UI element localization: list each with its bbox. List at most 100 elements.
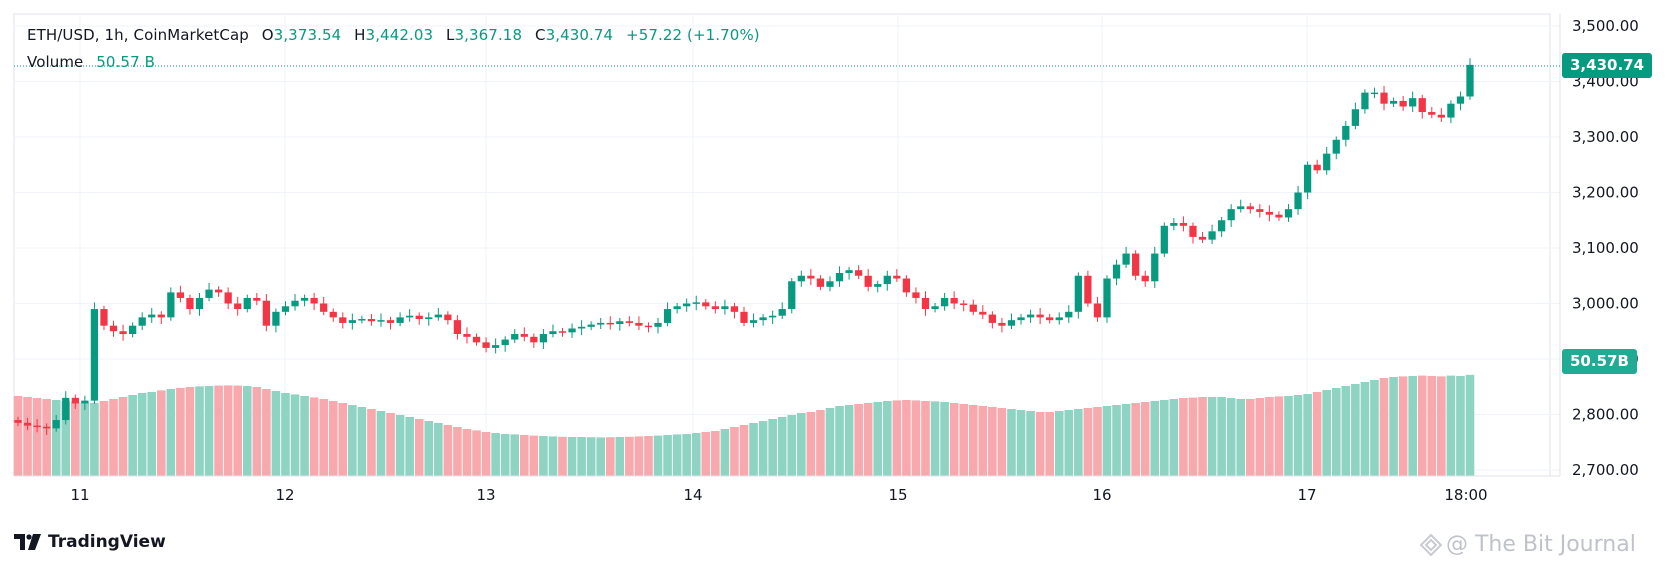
candle-body [711, 306, 719, 310]
last-price-tag: 3,430.74 [1562, 53, 1653, 78]
candle-body [950, 297, 958, 304]
watermark: @ The Bit Journal [1420, 532, 1636, 557]
volume-bar [902, 400, 911, 476]
candle-body [492, 345, 500, 348]
x-tick-label: 12 [275, 486, 294, 504]
candle-body [1399, 100, 1407, 107]
candle-body [1342, 125, 1350, 140]
volume-bar [835, 406, 844, 476]
volume-bar [1150, 401, 1160, 476]
volume-bar [90, 402, 99, 476]
volume-bar [816, 410, 825, 476]
candle-body [1227, 209, 1235, 221]
volume-bar [1054, 411, 1064, 476]
candle-body [759, 317, 767, 321]
candle-body [234, 303, 242, 310]
candle-body [1265, 211, 1274, 215]
candle-body [635, 322, 643, 326]
volume-bar [615, 437, 625, 476]
candle-body [1428, 112, 1436, 115]
volume-bar [1026, 411, 1035, 476]
volume-bar [558, 436, 567, 476]
candle-body [1389, 100, 1398, 104]
volume-bar [300, 396, 309, 476]
volume-legend: Volume 50.57 B [27, 53, 155, 71]
volume-bar [166, 389, 176, 476]
volume-bar [1007, 409, 1016, 476]
candle-body [1189, 225, 1197, 237]
candle-body [625, 321, 633, 323]
volume-bar [1284, 396, 1293, 476]
volume-bar [758, 421, 768, 476]
volume-bar [405, 417, 414, 476]
volume-bar [242, 386, 252, 476]
y-tick-label: 2,700.00 [1572, 461, 1639, 479]
change-value: +57.22 (+1.70%) [626, 26, 760, 44]
tradingview-logo[interactable]: TradingView [14, 532, 166, 552]
candle-body [339, 317, 347, 323]
volume-bar [1083, 408, 1093, 476]
volume-bar [1379, 378, 1389, 476]
candle-body [23, 422, 32, 426]
candle-body [1160, 225, 1168, 254]
volume-bar [1207, 397, 1217, 476]
volume-bar [921, 401, 930, 476]
candle-body [883, 275, 891, 285]
volume-bar [1198, 397, 1207, 476]
volume-value: 50.57 B [96, 53, 155, 71]
volume-bar [51, 400, 61, 476]
y-tick-label: 3,000.00 [1572, 295, 1639, 313]
volume-bar [653, 435, 663, 476]
volume-bar [701, 432, 711, 476]
volume-bar [500, 434, 510, 476]
open-label: O [261, 26, 274, 44]
candle-body [1007, 320, 1016, 326]
volume-bar [348, 405, 357, 476]
volume-bar [481, 432, 491, 476]
symbol-label[interactable]: ETH/USD [27, 26, 95, 44]
volume-bar [1045, 412, 1054, 476]
volume-bar [1446, 375, 1456, 476]
candle-body [1017, 317, 1025, 321]
tradingview-icon [14, 534, 41, 550]
volume-bar [1131, 403, 1140, 476]
close-value: 3,430.74 [545, 26, 614, 44]
volume-bar [854, 404, 863, 476]
volume-bar [109, 399, 118, 476]
volume-bar [959, 404, 969, 476]
volume-bar [519, 435, 529, 476]
ohlc-legend: ETH/USD, 1h, CoinMarketCap O3,373.54 H3,… [27, 26, 760, 44]
volume-bar [768, 419, 777, 476]
volume-bar [711, 431, 720, 476]
candle-body [1218, 220, 1226, 232]
candle-body [721, 306, 729, 310]
x-tick-label: 14 [683, 486, 702, 504]
volume-label[interactable]: Volume [27, 53, 84, 71]
candle-body [1103, 278, 1111, 318]
volume-bar [1245, 399, 1255, 476]
volume-bar [1398, 376, 1408, 476]
candle-body [62, 397, 70, 421]
volume-bar [997, 408, 1007, 476]
x-tick-label: 18:00 [1444, 486, 1487, 504]
candle-body [71, 397, 79, 404]
volume-bar [1437, 376, 1446, 476]
volume-bar [1064, 410, 1074, 476]
volume-bar [968, 405, 978, 476]
candle-body [778, 309, 786, 316]
volume-bar [443, 425, 453, 476]
volume-bar [825, 408, 835, 476]
candle-body [855, 270, 863, 276]
volume-bar [32, 398, 42, 476]
volume-bar [99, 401, 109, 476]
candle-body [940, 297, 949, 307]
candle-body [367, 319, 376, 322]
candle-body [119, 331, 127, 335]
volume-bar [491, 433, 500, 476]
volume-bar [309, 397, 319, 476]
volume-bar [1408, 376, 1417, 476]
candle-body [826, 281, 834, 287]
open-value: 3,373.54 [273, 26, 342, 44]
candle-body [1361, 92, 1369, 110]
